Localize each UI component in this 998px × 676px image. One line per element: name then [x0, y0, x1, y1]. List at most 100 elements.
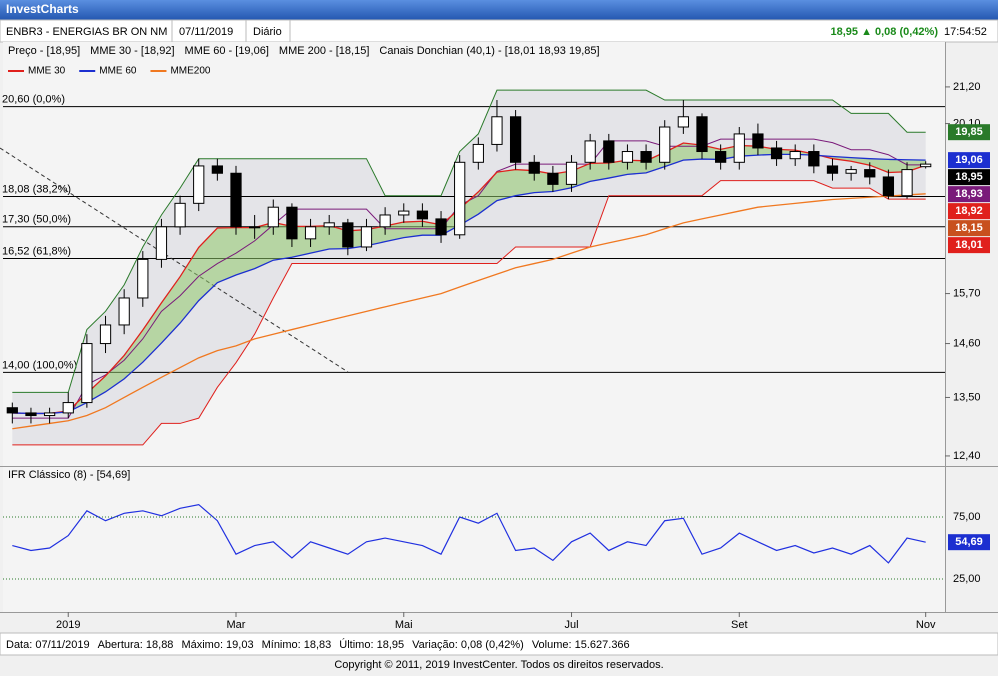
y-tick-label: 75,00 — [953, 511, 981, 523]
status-field: Máximo: 19,03 — [181, 639, 253, 651]
last-value-label: 19,85 — [955, 126, 983, 138]
last-value-box — [948, 169, 990, 186]
candle-body — [249, 226, 261, 229]
x-tick-label: Jul — [564, 619, 578, 631]
status-field: Mínimo: 18,83 — [262, 639, 332, 651]
candle-body — [43, 412, 56, 417]
candle-body — [920, 163, 932, 168]
rsi-line — [12, 503, 926, 564]
y-tick-label: 14,60 — [953, 337, 981, 349]
candle-body — [99, 324, 112, 345]
candle-body — [826, 165, 839, 174]
status-field: Último: 18,95 — [339, 638, 404, 651]
candle-body — [230, 172, 242, 228]
y-tick-label: 12,40 — [953, 450, 981, 462]
period[interactable]: Diário — [253, 26, 282, 38]
last-value-box — [948, 186, 990, 203]
date[interactable]: 07/11/2019 — [179, 26, 233, 38]
candle-body — [715, 151, 727, 163]
candle-body — [118, 297, 130, 326]
mme-fill — [12, 143, 926, 414]
candle-body — [565, 161, 578, 185]
legend-label: MME 30 — [28, 66, 66, 77]
last-value-label: 18,15 — [955, 222, 983, 234]
candle-body — [6, 407, 18, 414]
symbol[interactable]: ENBR3 - ENERGIAS BR ON NM — [6, 26, 167, 38]
x-tick-label: 2019 — [56, 619, 80, 631]
candle-body — [864, 169, 876, 178]
candle-body — [491, 116, 503, 145]
candle-body — [25, 412, 37, 417]
last-value-label: 18,93 — [955, 188, 983, 200]
x-tick-label: Set — [731, 619, 748, 631]
candle-body — [62, 402, 74, 414]
x-tick-label: Mai — [395, 619, 413, 631]
last-value-label: 18,95 — [955, 171, 983, 183]
rsi-plot — [3, 467, 945, 612]
level-label: 17,30 (50,0%) — [2, 214, 71, 226]
app-title: InvestCharts — [6, 2, 79, 16]
last-value-label: 18,01 — [955, 239, 983, 251]
status-field: Data: 07/11/2019 — [6, 639, 90, 651]
candle-body — [509, 116, 522, 163]
candle-body — [621, 151, 634, 163]
last-value-box — [948, 534, 990, 551]
time: 17:54:52 — [944, 26, 987, 38]
y-tick-label: 25,00 — [953, 573, 981, 585]
last-value-label: 54,69 — [955, 536, 983, 548]
candle-body — [808, 151, 820, 167]
donchian-upper — [12, 89, 926, 393]
indicator-label: MME 200 - [18,15] — [279, 45, 370, 57]
legend-label: MME200 — [170, 66, 210, 77]
x-tick-label: Nov — [916, 619, 936, 631]
candle-body — [901, 169, 913, 197]
y-tick-label: 13,50 — [953, 391, 981, 403]
candle-body — [81, 343, 93, 404]
candle-body — [360, 226, 373, 248]
trend-line — [0, 147, 349, 373]
candle-body — [435, 218, 447, 236]
candle-body — [733, 133, 745, 163]
candle-body — [547, 172, 559, 185]
level-label: 14,00 (100,0%) — [2, 359, 77, 371]
candle-body — [640, 151, 652, 163]
status-field: Volume: 15.627.366 — [532, 639, 630, 651]
legend-label: MME 60 — [99, 66, 137, 77]
last-value-box — [948, 220, 990, 237]
indicator-label: Canais Donchian (40,1) - [18,01 18,93 19… — [379, 45, 599, 57]
y-tick-label: 15,70 — [953, 287, 981, 299]
status-field: Variação: 0,08 (0,42%) — [412, 639, 524, 651]
candle-body — [696, 116, 708, 153]
indicator-label: MME 60 - [19,06] — [185, 45, 269, 57]
candle-body — [323, 222, 335, 228]
candle-body — [416, 210, 429, 220]
candle-body — [584, 140, 596, 163]
candle-body — [193, 165, 205, 204]
last-value-box — [948, 203, 990, 220]
candle-body — [677, 116, 689, 128]
candle-body — [770, 147, 783, 160]
y-tick-label: 21,20 — [953, 81, 981, 93]
rsi-title: IFR Clássico (8) - [54,69] — [8, 469, 130, 481]
last-value-box — [948, 124, 990, 141]
donchian-lower — [12, 180, 926, 446]
last-value-label: 19,06 — [955, 154, 983, 166]
candle-body — [472, 143, 484, 163]
last-value-box — [948, 237, 990, 254]
candle-body — [342, 222, 354, 248]
mme-line — [12, 193, 926, 430]
x-tick-label: Mar — [227, 619, 246, 631]
candle-body — [211, 165, 223, 174]
candle-body — [267, 206, 279, 228]
quote: 18,95 ▲ 0,08 (0,42%) — [830, 26, 938, 38]
status-bar — [0, 632, 998, 656]
candle-body — [155, 226, 168, 260]
candle-body — [379, 214, 391, 228]
level-label: 18,08 (38,2%) — [2, 183, 71, 195]
candle-body — [845, 169, 857, 174]
candle-body — [789, 151, 801, 160]
candle-body — [659, 126, 671, 163]
title-bar — [0, 0, 998, 20]
candle-body — [528, 161, 540, 174]
